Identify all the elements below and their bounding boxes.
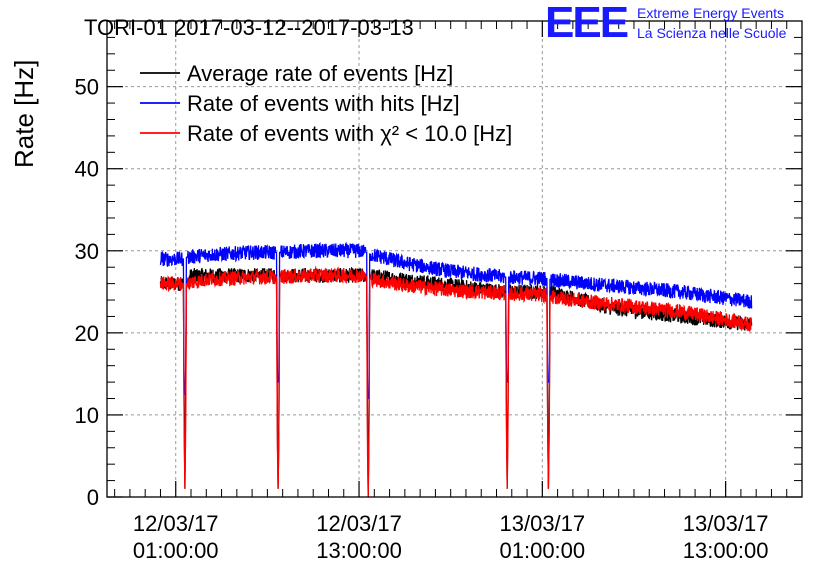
axis-ticks	[107, 20, 803, 498]
legend-label: Average rate of events [Hz]	[187, 61, 453, 86]
x-tick-time: 13:00:00	[683, 538, 769, 563]
eee-logo-line2: La Scienza nelle Scuole	[637, 25, 787, 41]
y-tick-label: 10	[75, 403, 99, 428]
legend-label: Rate of events with hits [Hz]	[187, 91, 460, 116]
y-tick-labels: 0 10 20 30 40 50	[75, 75, 99, 510]
y-tick-label: 20	[75, 321, 99, 346]
y-tick-label: 50	[75, 75, 99, 100]
y-tick-label: 40	[75, 157, 99, 182]
chart-title: TORI-01 2017-03-12--2017-03-13	[84, 15, 414, 40]
series-lines	[159, 241, 753, 498]
legend-label: Rate of events with χ² < 10.0 [Hz]	[187, 121, 512, 146]
y-tick-label: 0	[87, 485, 99, 510]
series-line-1	[159, 266, 753, 498]
x-tick-date: 12/03/17	[133, 511, 219, 536]
x-tick-date: 12/03/17	[316, 511, 402, 536]
series-line-3	[159, 265, 753, 498]
x-tick-labels: 12/03/1701:00:0012/03/1713:00:0013/03/17…	[133, 511, 769, 563]
x-tick-time: 01:00:00	[133, 538, 219, 563]
y-axis-label: Rate [Hz]	[9, 60, 39, 168]
series-line-2	[159, 241, 753, 400]
plot-frame	[106, 20, 803, 498]
eee-logo-line1: Extreme Energy Events	[637, 5, 785, 21]
legend: Average rate of events [Hz] Rate of event…	[140, 61, 512, 146]
x-tick-time: 13:00:00	[316, 538, 402, 563]
x-tick-date: 13/03/17	[500, 511, 586, 536]
eee-logo-mark: EEE	[545, 0, 629, 47]
x-tick-time: 01:00:00	[500, 538, 586, 563]
eee-logo: EEE Extreme Energy Events La Scienza nel…	[545, 0, 835, 47]
x-tick-date: 13/03/17	[683, 511, 769, 536]
y-tick-label: 30	[75, 239, 99, 264]
